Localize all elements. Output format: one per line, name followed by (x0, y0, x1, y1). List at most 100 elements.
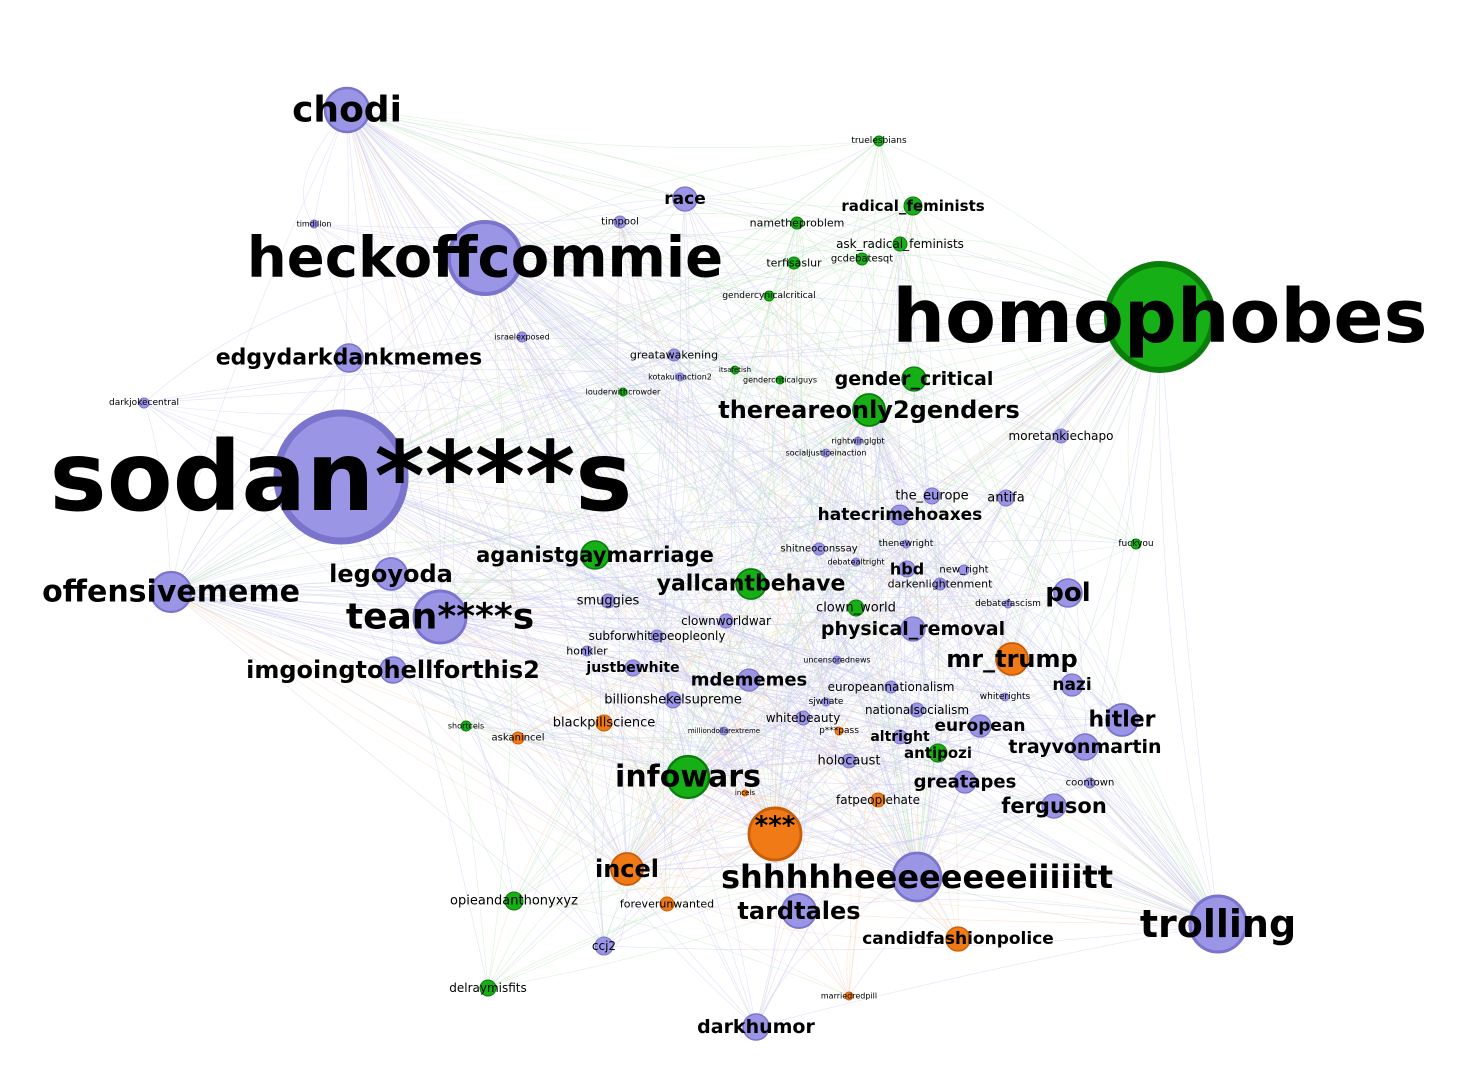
node-justbewhite (624, 659, 642, 677)
edge (392, 669, 628, 870)
edge (465, 607, 857, 727)
edge (346, 109, 908, 570)
edge (793, 262, 850, 762)
edge (603, 717, 804, 735)
edge (348, 357, 588, 652)
edge (748, 679, 1123, 721)
edge (774, 316, 1161, 835)
node-label-greatawakening: greatawakening (630, 349, 718, 362)
edge (868, 409, 1137, 545)
edge (143, 402, 172, 593)
edge (916, 876, 1219, 927)
edge (340, 476, 1006, 698)
edge (750, 583, 850, 762)
edge (793, 205, 914, 264)
edge (666, 903, 1219, 925)
edge (1004, 696, 1091, 784)
edge (170, 541, 596, 593)
node-billionshekelsupreme (664, 691, 682, 709)
edge (744, 792, 1219, 925)
node-label-edgydarkdankmemes: edgydarkdankmemes (216, 346, 483, 371)
edge (590, 554, 605, 947)
node-label-ask_radical_feminists: ask_radical_feminists (836, 237, 964, 251)
edge (484, 257, 1055, 807)
node-label-honkler: honkler (566, 645, 608, 658)
edge (439, 543, 907, 618)
edge (755, 316, 1161, 1028)
edge (484, 257, 513, 989)
node-label-clownworld: clown_world (816, 601, 896, 616)
node-trayvonmartin (1071, 733, 1099, 761)
edge (517, 720, 850, 762)
node-label-aganistgaymarriage: aganistgaymarriage (476, 543, 714, 567)
edge (346, 109, 757, 1028)
edge (346, 109, 880, 148)
edge (170, 591, 605, 947)
edge (684, 198, 827, 454)
edge (916, 684, 1073, 878)
node-pol (1053, 578, 1083, 608)
node-terfisaslur (787, 256, 801, 270)
edge (684, 198, 1161, 318)
edge (868, 409, 1086, 748)
node-trolling (1188, 894, 1248, 954)
edge (912, 628, 1219, 925)
node-candidfashionpolice (945, 926, 971, 952)
edge (439, 616, 1006, 698)
edge (666, 205, 914, 905)
edge (170, 109, 348, 593)
edge (170, 543, 907, 593)
node-yallcantbehave (735, 568, 767, 600)
edge (861, 258, 918, 878)
node-label-truelesbians: truelesbians (851, 136, 907, 146)
edge (340, 476, 941, 585)
edge (346, 109, 628, 870)
edge (340, 476, 757, 1028)
edge (143, 257, 486, 404)
edge (603, 620, 727, 724)
node-louderwithcrowder (618, 387, 628, 397)
edge (170, 198, 686, 593)
edge (465, 725, 966, 783)
edge (484, 257, 939, 754)
node-label-itsafetish: itsafetish (719, 366, 751, 374)
edge (313, 223, 736, 371)
edge (868, 409, 1073, 686)
edge (170, 376, 681, 593)
node-sodan (273, 409, 409, 545)
node-tardtales (781, 893, 817, 929)
edge (346, 109, 441, 618)
edge (346, 109, 628, 870)
edge (439, 616, 489, 989)
edge (687, 752, 939, 778)
edge (439, 616, 850, 997)
edge (346, 109, 1161, 318)
edge (855, 558, 914, 630)
edge (868, 409, 981, 727)
edge (484, 243, 901, 260)
edge (687, 776, 757, 1028)
edge (513, 435, 1062, 902)
edge (774, 205, 914, 835)
edge (484, 257, 1013, 660)
edge (878, 140, 1055, 807)
node-label-ccj2: ccj2 (592, 939, 616, 953)
edge (626, 782, 1091, 870)
edge (963, 569, 1219, 925)
node-label-chodi: chodi (292, 90, 402, 131)
edge (439, 198, 686, 618)
edge (484, 257, 1123, 721)
edge (622, 667, 634, 870)
edge (340, 476, 901, 523)
node-label-whitebeauty: whitebeauty (766, 711, 841, 725)
edge (755, 833, 778, 1028)
edge (513, 900, 850, 997)
edge (978, 725, 1055, 807)
node-whiterights (1000, 692, 1010, 702)
edge (346, 109, 914, 630)
node-nationalsocialism (909, 702, 925, 718)
node-european (968, 714, 992, 738)
edge (517, 316, 1161, 739)
node-label-trayvonmartin: trayvonmartin (1008, 736, 1161, 758)
edge (774, 561, 857, 835)
